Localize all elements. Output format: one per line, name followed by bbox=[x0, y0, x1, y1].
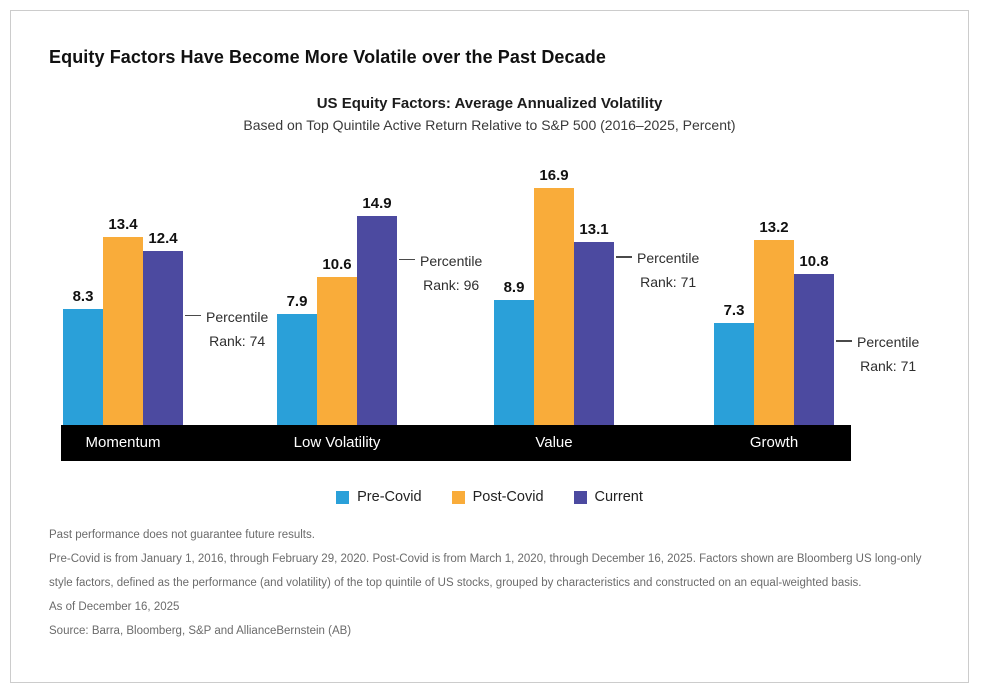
annotation-connector-line bbox=[399, 258, 415, 261]
bar-group-value: 8.9 16.9 13.1 Percentile Rank: 71 bbox=[494, 167, 699, 425]
legend-swatch-current bbox=[573, 490, 587, 504]
bar-value-label: 7.9 bbox=[286, 293, 308, 311]
annotation-text: Percentile Rank: 71 bbox=[857, 330, 919, 378]
legend-label: Pre-Covid bbox=[357, 489, 422, 505]
bar-group-growth: 7.3 13.2 10.8 Percentile Rank: 71 bbox=[714, 219, 919, 425]
annotation-text-line2: Rank: 71 bbox=[860, 358, 917, 374]
bar-pre-covid-value bbox=[494, 300, 534, 425]
bar-group-low-volatility: 7.9 10.6 14.9 Percentile Rank: 96 bbox=[277, 195, 482, 425]
annotation-text-line2: Rank: 71 bbox=[640, 274, 697, 290]
bar-post-covid-value bbox=[534, 188, 574, 425]
percentile-annotation-value: Percentile Rank: 71 bbox=[616, 246, 699, 294]
footnotes: Past performance does not guarantee futu… bbox=[49, 523, 944, 643]
bar-value-label: 8.3 bbox=[72, 287, 94, 305]
category-label-value: Value bbox=[535, 434, 573, 451]
chart-legend: Pre-Covid Post-Covid Current bbox=[11, 489, 968, 505]
annotation-text-line1: Percentile bbox=[420, 252, 483, 269]
bar-group-momentum: 8.3 13.4 12.4 Percentile Rank: 74 bbox=[63, 216, 268, 425]
footnote-line: As of December 16, 2025 bbox=[49, 601, 180, 613]
bar-pre-covid-growth bbox=[714, 322, 754, 425]
bar-pre-covid-low-volatility bbox=[277, 314, 317, 425]
annotation-text: Percentile Rank: 74 bbox=[206, 305, 268, 353]
annotation-connector-line bbox=[616, 256, 632, 258]
bar-value-label: 12.4 bbox=[148, 230, 178, 248]
page-frame: Equity Factors Have Become More Volatile… bbox=[10, 10, 969, 683]
bar-current-low-volatility bbox=[357, 216, 397, 425]
bar-current-momentum bbox=[143, 251, 183, 425]
annotation-text-line1: Percentile bbox=[637, 250, 700, 266]
chart-title: US Equity Factors: Average Annualized Vo… bbox=[316, 95, 663, 112]
legend-item-current: Current bbox=[573, 489, 643, 505]
bar-column: 7.3 bbox=[714, 302, 754, 425]
chart: 8.3 13.4 12.4 Percentile Rank: 74 7.9 10.6 14.9… bbox=[61, 155, 919, 461]
legend-label: Post-Covid bbox=[472, 489, 544, 505]
annotation-connector-line bbox=[185, 314, 201, 317]
bar-post-covid-low-volatility bbox=[317, 276, 357, 425]
bar-column: 14.9 bbox=[357, 195, 397, 425]
bar-post-covid-growth bbox=[754, 240, 794, 425]
annotation-text-line2: Rank: 96 bbox=[423, 276, 480, 293]
bar-value-label: 13.2 bbox=[759, 219, 789, 237]
bar-current-value bbox=[574, 241, 614, 425]
x-axis-band: Momentum Low Volatility Value Growth bbox=[61, 425, 851, 461]
bar-post-covid-momentum bbox=[103, 237, 143, 425]
footnote-line: Source: Barra, Bloomberg, S&P and Allian… bbox=[49, 625, 352, 637]
category-label-low-volatility: Low Volatility bbox=[293, 434, 381, 451]
bar-column: 12.4 bbox=[143, 230, 183, 425]
annotation-text-line1: Percentile bbox=[206, 308, 269, 325]
annotation-text: Percentile Rank: 96 bbox=[420, 249, 482, 297]
footnote-line: Past performance does not guarantee futu… bbox=[49, 529, 315, 541]
bar-column: 7.9 bbox=[277, 293, 317, 425]
bar-column: 13.2 bbox=[754, 219, 794, 425]
legend-item-post-covid: Post-Covid bbox=[451, 489, 544, 505]
bar-value-label: 14.9 bbox=[362, 195, 392, 213]
bar-pre-covid-momentum bbox=[63, 308, 103, 425]
bar-column: 10.6 bbox=[317, 256, 357, 425]
bar-current-growth bbox=[794, 273, 834, 425]
bar-column: 16.9 bbox=[534, 167, 574, 425]
legend-swatch-pre-covid bbox=[336, 490, 350, 504]
legend-swatch-post-covid bbox=[451, 490, 465, 504]
annotation-connector-line bbox=[836, 340, 852, 342]
legend-item-pre-covid: Pre-Covid bbox=[336, 489, 422, 505]
bar-value-label: 10.8 bbox=[799, 252, 829, 270]
percentile-annotation-low-volatility: Percentile Rank: 96 bbox=[399, 249, 482, 297]
chart-plot-area: 8.3 13.4 12.4 Percentile Rank: 74 7.9 10.6 14.9… bbox=[61, 155, 919, 425]
bar-value-label: 13.4 bbox=[108, 216, 138, 234]
bar-column: 8.3 bbox=[63, 288, 103, 425]
bar-value-label: 13.1 bbox=[579, 220, 609, 238]
bar-value-label: 8.9 bbox=[503, 279, 525, 297]
bar-value-label: 10.6 bbox=[322, 255, 352, 273]
percentile-annotation-momentum: Percentile Rank: 74 bbox=[185, 305, 268, 353]
bar-value-label: 16.9 bbox=[539, 167, 569, 185]
annotation-text-line1: Percentile bbox=[857, 334, 920, 350]
page-title: Equity Factors Have Become More Volatile… bbox=[49, 47, 606, 67]
bar-column: 8.9 bbox=[494, 279, 534, 425]
bar-column: 10.8 bbox=[794, 253, 834, 425]
bar-column: 13.1 bbox=[574, 221, 614, 425]
annotation-text: Percentile Rank: 71 bbox=[637, 246, 699, 294]
bar-column: 13.4 bbox=[103, 216, 143, 425]
percentile-annotation-growth: Percentile Rank: 71 bbox=[836, 330, 919, 378]
annotation-text-line2: Rank: 74 bbox=[209, 332, 266, 349]
footnote-line: Pre-Covid is from January 1, 2016, throu… bbox=[49, 553, 922, 589]
category-label-growth: Growth bbox=[749, 434, 799, 451]
legend-label: Current bbox=[594, 489, 643, 505]
category-label-momentum: Momentum bbox=[85, 434, 161, 451]
chart-subtitle: Based on Top Quintile Active Return Rela… bbox=[243, 117, 736, 133]
bar-value-label: 7.3 bbox=[723, 301, 745, 319]
